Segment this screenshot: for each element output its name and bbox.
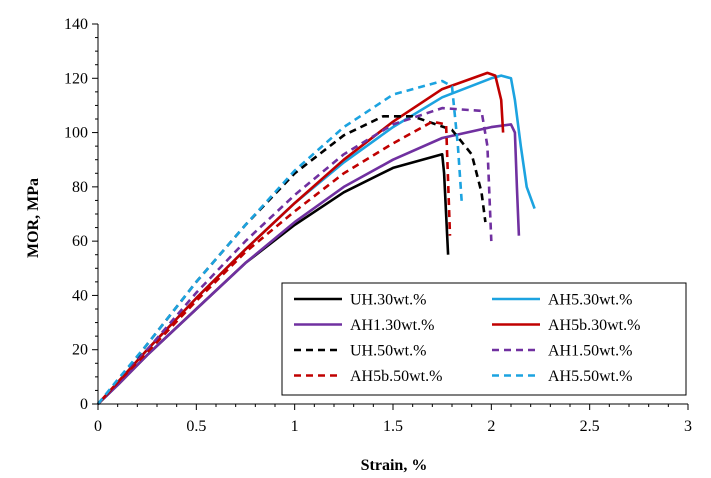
legend-label: UH.50wt.% — [350, 343, 426, 360]
series-line-ah1-50wt — [97, 106, 493, 405]
legend-label: AH1.50wt.% — [548, 343, 632, 360]
y-tick-label: 140 — [64, 16, 88, 33]
y-tick-label: 80 — [72, 179, 88, 196]
axes: 0 20 40 60 80 100 120 140 0 0.5 1 1.5 2 2.5 3 — [64, 16, 692, 435]
y-axis-title: MOR, MPa — [25, 178, 42, 258]
y-tick-label: 0 — [80, 396, 88, 413]
legend: UH.30wt.% AH5.30wt.% AH1.30wt.% AH5b.30wt.%… — [281, 282, 687, 396]
x-tick-label: 2.5 — [580, 418, 600, 435]
y-tick-label: 60 — [72, 233, 88, 250]
y-tick-label: 20 — [72, 342, 88, 359]
legend-label: AH5b.50wt.% — [350, 368, 442, 385]
legend-label: UH.30wt.% — [350, 292, 426, 309]
series-line-ah5b-50wt — [97, 120, 452, 405]
legend-label: AH5.30wt.% — [548, 292, 632, 309]
y-tick-label: 100 — [64, 125, 88, 142]
x-axis-title: Strain, % — [361, 457, 428, 474]
series-line-ah1-30wt — [97, 123, 521, 405]
x-tick-label: 0.5 — [186, 418, 206, 435]
x-tick-label: 1 — [291, 418, 299, 435]
x-tick-label: 1.5 — [383, 418, 403, 435]
legend-label: AH1.30wt.% — [350, 317, 434, 334]
plot-area — [96, 71, 536, 405]
legend-box — [281, 282, 687, 396]
legend-label: AH5b.30wt.% — [548, 317, 640, 334]
y-tick-label: 40 — [72, 287, 88, 304]
legend-label: AH5.50wt.% — [548, 368, 632, 385]
x-tick-label: 3 — [684, 418, 692, 435]
series-line-ah5-50wt — [96, 79, 464, 405]
y-tick-label: 120 — [64, 70, 88, 87]
x-tick-label: 2 — [487, 418, 495, 435]
x-tick-label: 0 — [94, 418, 102, 435]
